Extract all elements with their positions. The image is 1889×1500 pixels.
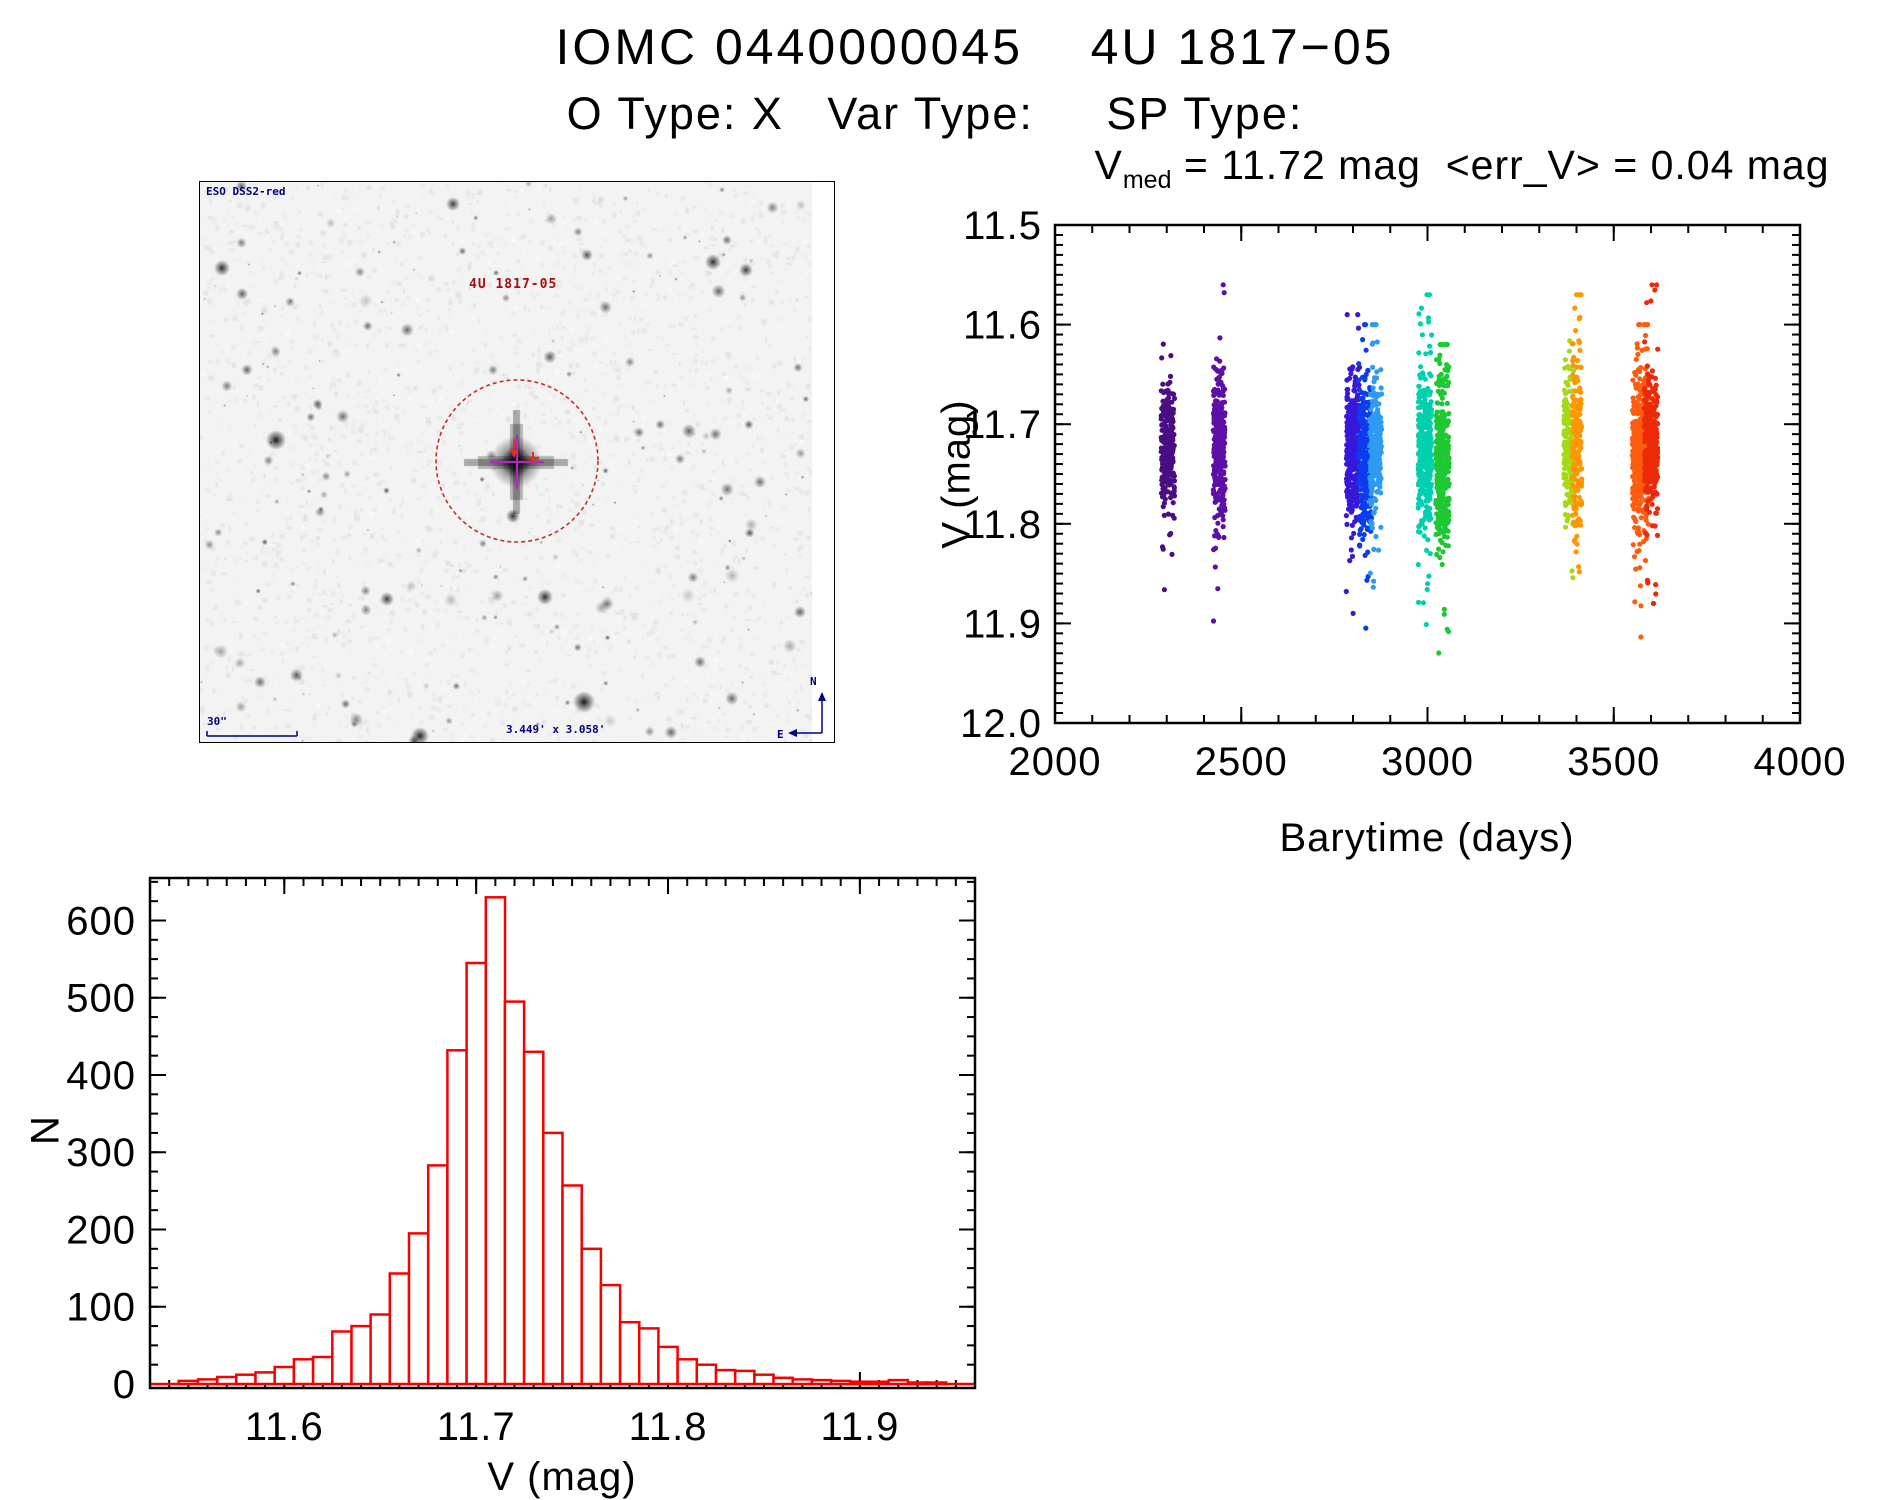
hist-bar: [772, 1376, 794, 1386]
hist-bar: [446, 1049, 468, 1386]
hist-ytick-label: 600: [66, 899, 136, 943]
lightcurve-title: Vmed = 11.72 mag <err_V> = 0.04 mag: [1094, 142, 1829, 195]
compass-east-arrow-head: [788, 729, 797, 737]
hist-bar: [810, 1378, 833, 1386]
hist-bar: [407, 1232, 430, 1386]
page-title: IOMC 0440000045 4U 1817−05: [555, 19, 1395, 75]
hist-ytick-label: 0: [113, 1363, 136, 1407]
lightcurve-xaxis-label: Barytime (days): [1279, 816, 1575, 860]
hist-bar: [196, 1378, 219, 1386]
compass-north-arrow-head: [818, 692, 826, 701]
hist-bar: [676, 1358, 699, 1386]
hist-bar: [906, 1381, 929, 1386]
finder-overlay-marks: [206, 379, 826, 737]
hist-bar: [695, 1363, 718, 1386]
lc-xtick-label: 3000: [1381, 740, 1474, 784]
lc-ytick-label: 11.7: [963, 403, 1042, 447]
scale-bar-label: 30": [207, 715, 227, 728]
hist-bar: [580, 1247, 603, 1386]
lc-ytick-label: 12.0: [960, 702, 1042, 746]
lc-ytick-label: 11.8: [963, 503, 1042, 547]
hist-bar: [561, 1184, 583, 1386]
lc-xtick-label: 3500: [1567, 740, 1660, 784]
hist-ytick-label: 400: [66, 1054, 136, 1098]
fov-size-label: 3.449' x 3.058': [506, 723, 606, 736]
hist-bar: [791, 1378, 814, 1386]
page-subtitle: O Type: X Var Type: SP Type:: [566, 88, 1304, 139]
histogram-plot: 11.6 11.7 11.8 11.9 0 100 200 300 400 500 600: [66, 876, 977, 1449]
hist-xtick-label: 11.8: [629, 1405, 708, 1449]
hist-bar: [311, 1355, 334, 1386]
hist-xtick-label: 11.9: [820, 1405, 899, 1449]
hist-bar: [753, 1373, 775, 1386]
hist-bar: [925, 1381, 948, 1386]
hist-bar: [714, 1368, 737, 1386]
hist-bar: [503, 1000, 526, 1386]
lc-ytick-label: 11.6: [963, 304, 1042, 348]
lightcurve-title-subscript: med: [1122, 166, 1172, 194]
hist-ytick-label: 100: [66, 1286, 136, 1330]
pointer-arrow-head: [510, 450, 518, 458]
lightcurve-cluster-epoch-3379: [1561, 338, 1577, 581]
hist-bar: [849, 1380, 871, 1386]
lightcurve-cluster-epoch-3401: [1569, 292, 1585, 575]
hist-bar: [273, 1365, 296, 1386]
compass-east-label: E: [777, 728, 784, 741]
lightcurve-cluster-epoch-2441: [1210, 282, 1228, 624]
hist-bar: [618, 1320, 641, 1386]
lightcurve-plot: 2000 2500 3000 3500 4000 11.5 11.6 11.7 11.8 11.9…: [960, 204, 1847, 784]
hist-bar: [292, 1358, 315, 1386]
histogram-xaxis-label: V (mag): [487, 1455, 637, 1499]
hist-bar: [829, 1379, 852, 1386]
target-circle: [435, 379, 599, 543]
hist-bar: [426, 1164, 449, 1386]
hist-bar: [369, 1313, 392, 1386]
lightcurve-cluster-epoch-3040: [1433, 341, 1452, 656]
hist-xtick-label: 11.6: [245, 1405, 324, 1449]
hist-bar: [657, 1345, 679, 1386]
hist-bar: [887, 1378, 910, 1386]
lc-ytick-label: 11.5: [963, 204, 1042, 248]
lightcurve-cluster-epoch-2993: [1415, 292, 1435, 628]
lc-xtick-label: 2000: [1009, 740, 1102, 784]
hist-bar: [522, 1050, 545, 1386]
lc-ytick-label: 11.9: [963, 602, 1042, 646]
hist-bar: [235, 1373, 257, 1386]
hist-bar: [254, 1371, 276, 1386]
hist-bar: [350, 1324, 372, 1386]
survey-label: ESO DSS2-red: [206, 185, 286, 198]
lc-xtick-label: 4000: [1754, 740, 1847, 784]
hist-ytick-label: 300: [66, 1131, 136, 1175]
hist-bar: [484, 896, 507, 1386]
lightcurve-cluster-epoch-3600: [1641, 282, 1661, 607]
lightcurve-title-rest: = 11.72 mag <err_V> = 0.04 mag: [1171, 142, 1830, 188]
lc-xtick-label: 2500: [1195, 740, 1288, 784]
hist-bar: [215, 1375, 238, 1386]
hist-bar: [637, 1327, 660, 1386]
hist-ytick-label: 200: [66, 1208, 136, 1252]
target-label: 4U 1817-05: [469, 277, 558, 292]
lightcurve-cluster-epoch-2861: [1367, 322, 1385, 590]
hist-bar: [599, 1283, 622, 1386]
hist-bar: [388, 1272, 411, 1386]
hist-bar: [177, 1379, 200, 1386]
hist-bar: [331, 1330, 353, 1386]
hist-ytick-label: 500: [66, 977, 136, 1021]
finder-chart-panel: ESO DSS2-red 4U 1817-05 30" 3.449' x 3.0…: [199, 181, 835, 743]
hist-bar: [465, 961, 488, 1386]
compass-north-label: N: [810, 675, 817, 688]
lightcurve-cluster-epoch-2303: [1158, 341, 1178, 593]
hist-bar: [733, 1369, 756, 1386]
hist-bar: [542, 1131, 564, 1386]
lightcurve-title-base: V: [1094, 142, 1123, 188]
hist-bar: [868, 1380, 890, 1386]
hist-xtick-label: 11.7: [437, 1405, 516, 1449]
